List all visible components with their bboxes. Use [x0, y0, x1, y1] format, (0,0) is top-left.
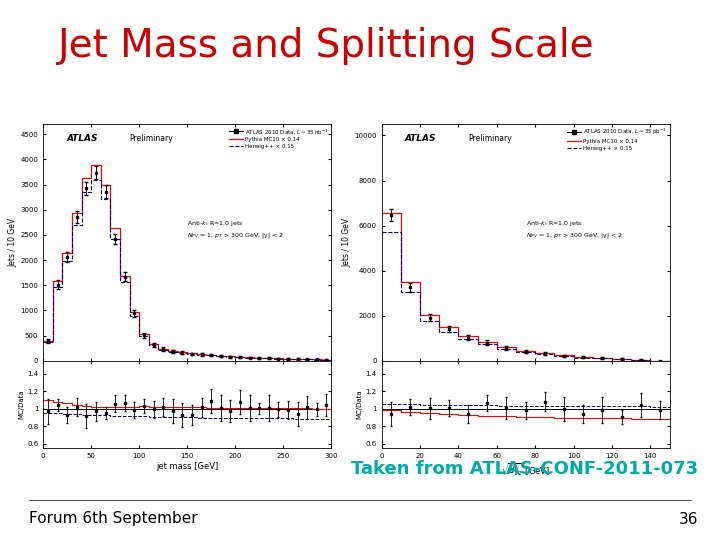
- Y-axis label: MC/Data: MC/Data: [356, 390, 363, 419]
- X-axis label: $\sqrt{d_{12}}$ [GeV]: $\sqrt{d_{12}}$ [GeV]: [501, 462, 550, 478]
- Text: ATLAS: ATLAS: [405, 134, 436, 143]
- X-axis label: jet mass [GeV]: jet mass [GeV]: [156, 462, 218, 471]
- Text: Jet Mass and Splitting Scale: Jet Mass and Splitting Scale: [58, 27, 594, 65]
- Legend: ATLAS 2010 Data, $L\sim35\,\mathrm{pb}^{-1}$, Pythia MC10 × 0.14, Herwig++ × 0.1: ATLAS 2010 Data, $L\sim35\,\mathrm{pb}^{…: [567, 127, 667, 151]
- Text: ATLAS: ATLAS: [66, 134, 98, 143]
- Text: Forum 6th September: Forum 6th September: [29, 511, 197, 526]
- Text: Anti-$k_t$ R=1.0 jets
$N_{PV}$ = 1, $p_T$ > 300 GeV, |y| < 2: Anti-$k_t$ R=1.0 jets $N_{PV}$ = 1, $p_T…: [526, 219, 623, 240]
- Text: Preliminary: Preliminary: [468, 134, 512, 143]
- Text: 36: 36: [679, 511, 698, 526]
- Y-axis label: Jets / 10 GeV: Jets / 10 GeV: [9, 218, 17, 267]
- Text: Taken from ATLAS-CONF-2011-073: Taken from ATLAS-CONF-2011-073: [351, 460, 698, 478]
- Legend: ATLAS 2010 Data, $L\sim35\,\mathrm{nb}^{-1}$, Pythia MC10 × 0.14, Herwig++ × 0.1: ATLAS 2010 Data, $L\sim35\,\mathrm{nb}^{…: [229, 127, 328, 149]
- Y-axis label: Jets / 10 GeV: Jets / 10 GeV: [343, 218, 351, 267]
- Text: Anti-$k_t$ R=1.0 jets
$N_{PV}$ = 1, $p_T$ > 300 GeV, |y| < 2: Anti-$k_t$ R=1.0 jets $N_{PV}$ = 1, $p_T…: [187, 219, 284, 240]
- Text: Preliminary: Preliminary: [130, 134, 174, 143]
- Y-axis label: MC/Data: MC/Data: [18, 390, 24, 419]
